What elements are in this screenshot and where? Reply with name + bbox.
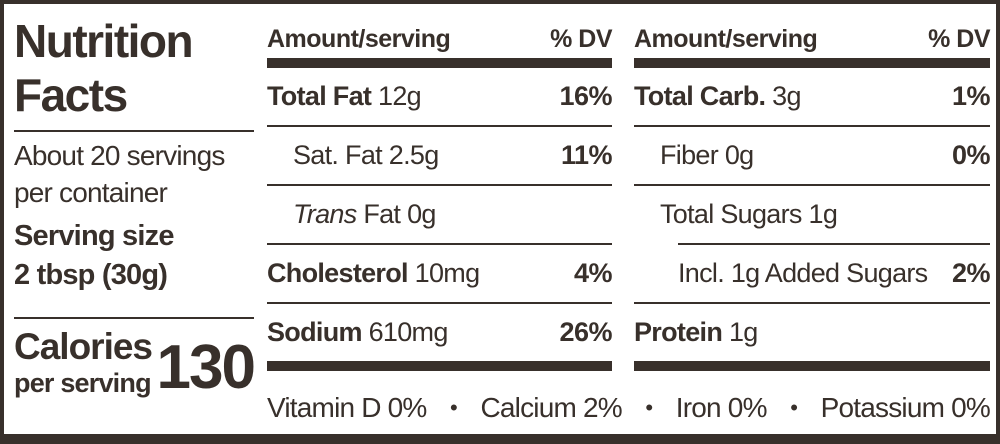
nutrient-row-cholesterol: Cholesterol 10mg 4% (267, 245, 613, 302)
nutrient-name-bold: Cholesterol (267, 258, 409, 288)
divider (634, 125, 990, 127)
nutrient-name: Total Fat 12g (267, 81, 422, 112)
column-header: Amount/serving % DV (634, 10, 990, 58)
nutrient-amount: 1g (728, 317, 758, 347)
nutrient-row-sodium: Sodium 610mg 26% (267, 304, 612, 361)
divider (267, 184, 612, 186)
nutrient-dv: 1% (951, 81, 991, 111)
nutrient-row-sat-fat: Sat. Fat 2.5g 11% (267, 127, 613, 184)
nutrient-name-bold: Total Carb. (634, 81, 766, 111)
calories-label: Calories (14, 326, 153, 367)
micronutrient-item-iron: Iron 0% (675, 392, 768, 423)
nutrient-name: Total Sugars 1g (634, 199, 838, 230)
percent-dv-header: % DV (550, 25, 612, 53)
nutrient-amount: 0g (407, 199, 436, 229)
nutrient-row-fiber: Fiber 0g 0% (634, 127, 991, 184)
nutrient-name: Sodium 610mg (267, 317, 448, 348)
calories-value: 130 (156, 333, 256, 402)
servings-line1: About 20 servings (14, 140, 225, 171)
nutrient-amount: 2.5g (388, 140, 439, 170)
serving-size-line1: Serving size (14, 220, 174, 252)
thick-divider (267, 361, 612, 371)
divider-indented (678, 243, 990, 245)
nutrient-row-trans-fat: Trans Fat 0g (267, 186, 612, 243)
nutrient-name-text: Incl. 1g Added Sugars (678, 258, 928, 288)
label-left-panel: Nutrition Facts About 20 servings per co… (14, 8, 256, 402)
label-title: Nutrition Facts (14, 14, 254, 122)
thick-divider (634, 361, 990, 371)
nutrient-dv: 26% (559, 317, 612, 347)
nutrient-name: Total Carb. 3g (634, 81, 801, 112)
nutrient-amount: 12g (378, 81, 422, 111)
nutrient-dv: 4% (573, 258, 613, 288)
nutrient-name-italic: Trans (293, 199, 357, 229)
column-header: Amount/serving % DV (267, 10, 612, 58)
nutrient-row-total-fat: Total Fat 12g 16% (267, 68, 612, 125)
divider (14, 130, 254, 132)
nutrient-name: Protein 1g (634, 317, 758, 348)
nutrient-name-text: Sat. Fat (293, 140, 383, 170)
calories-block: Calories per serving 130 (14, 326, 256, 402)
calories-sublabel: per serving (14, 368, 152, 398)
nutrient-name-bold: Total Fat (267, 81, 372, 111)
nutrient-column-fat-sodium: Amount/serving % DV Total Fat 12g 16% Sa… (267, 10, 613, 371)
divider (267, 125, 612, 127)
nutrient-row-total-sugars: Total Sugars 1g (634, 186, 990, 243)
nutrient-name-text: Fiber (660, 140, 719, 170)
divider (634, 302, 990, 304)
serving-size: Serving size 2 tbsp (30g) (14, 217, 254, 295)
nutrient-dv: 11% (560, 140, 613, 170)
nutrient-name: Incl. 1g Added Sugars (634, 258, 928, 289)
nutrient-amount: 3g (772, 81, 801, 111)
divider (14, 317, 254, 319)
nutrient-amount: 610mg (368, 317, 449, 347)
micronutrients-strip: Vitamin D 0% • Calcium 2% • Iron 0% • Po… (267, 382, 991, 434)
thick-divider (634, 58, 990, 68)
micronutrient-item-calcium: Calcium 2% (480, 392, 622, 423)
nutrient-name-text: Total Sugars (660, 199, 802, 229)
label-title-line2: Facts (14, 69, 128, 121)
nutrient-name-bold: Protein (634, 317, 723, 347)
amount-per-serving-header: Amount/serving (634, 25, 818, 53)
calories-labels: Calories per serving (14, 326, 153, 399)
nutrient-row-protein: Protein 1g (634, 304, 990, 361)
nutrient-name: Fiber 0g (634, 140, 754, 171)
micronutrient-item-vitamin-d: Vitamin D 0% (267, 392, 427, 423)
bullet-separator: • (645, 395, 653, 420)
divider (267, 302, 612, 304)
nutrient-dv: 2% (951, 258, 991, 288)
serving-size-line2: 2 tbsp (30g) (14, 259, 168, 291)
servings-line2: per container (14, 177, 168, 208)
nutrient-column-carb-protein: Amount/serving % DV Total Carb. 3g 1% Fi… (634, 10, 991, 371)
nutrient-name-text: Fat (363, 199, 401, 229)
divider (634, 184, 990, 186)
nutrient-dv: 16% (559, 81, 612, 111)
bullet-separator: • (790, 395, 798, 420)
divider (267, 243, 612, 245)
servings-per-container: About 20 servings per container (14, 137, 254, 211)
percent-dv-header: % DV (928, 25, 990, 53)
nutrient-row-total-carb: Total Carb. 3g 1% (634, 68, 991, 125)
nutrient-name: Cholesterol 10mg (267, 258, 480, 289)
bullet-separator: • (450, 395, 458, 420)
label-title-line1: Nutrition (14, 15, 194, 67)
nutrient-amount: 0g (724, 140, 754, 170)
nutrient-row-added-sugars: Incl. 1g Added Sugars 2% (634, 245, 991, 302)
nutrient-amount: 10mg (414, 258, 480, 288)
nutrient-name: Trans Fat 0g (267, 199, 436, 230)
thick-divider (267, 58, 612, 68)
amount-per-serving-header: Amount/serving (267, 25, 451, 53)
micronutrient-item-potassium: Potassium 0% (820, 392, 991, 423)
nutrient-dv: 0% (951, 140, 991, 170)
nutrient-name-bold: Sodium (267, 317, 362, 347)
nutrient-amount: 1g (808, 199, 838, 229)
nutrient-name: Sat. Fat 2.5g (267, 140, 439, 171)
